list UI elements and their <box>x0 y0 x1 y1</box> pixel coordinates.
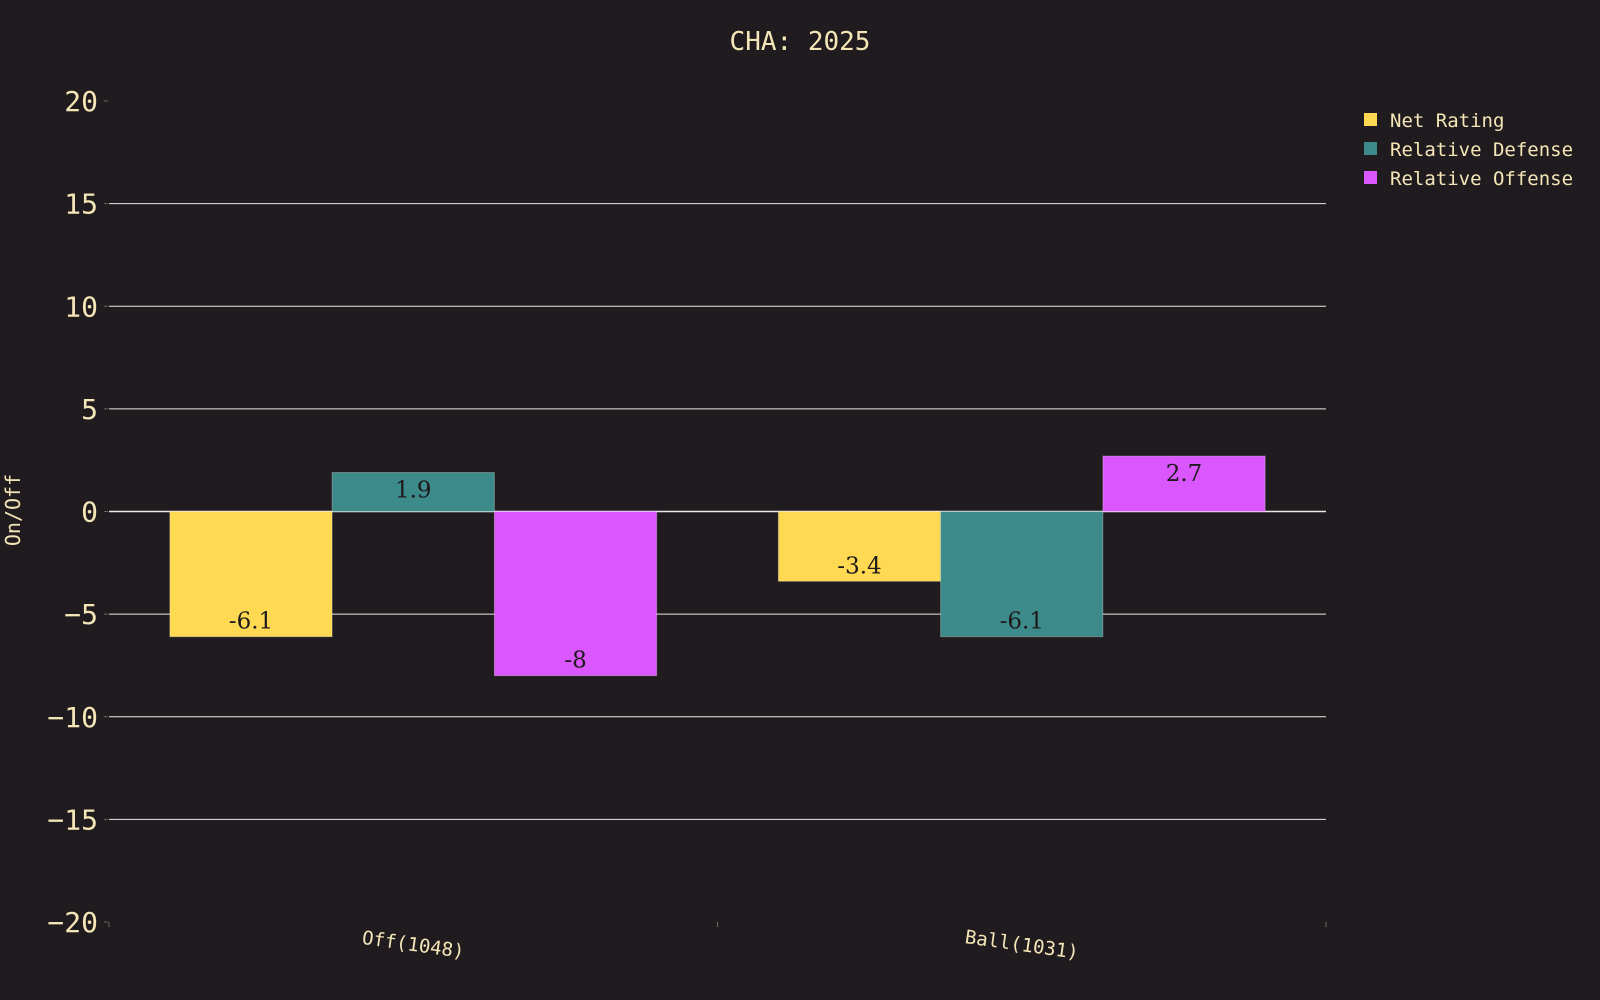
bar-label-relative-offense-off-1048: -8 <box>564 648 586 674</box>
bars <box>169 455 1266 677</box>
chart-title: CHA: 2025 <box>730 27 871 57</box>
bar-label-net-rating-ball-1031: -3.4 <box>837 553 881 579</box>
x-axis-ticks: Off(1048) Ball(1031) <box>108 922 1327 964</box>
bar-label-relative-defense-ball-1031: -6.1 <box>1000 609 1044 635</box>
legend-label-net-rating: Net Rating <box>1390 110 1504 132</box>
bar-relative-defense-ball-1031 <box>940 511 1104 638</box>
legend-label-relative-offense: Relative Offense <box>1390 168 1573 190</box>
y-tick-label-15: 15 <box>64 188 98 221</box>
bar-relative-defense-off-1048 <box>331 472 495 513</box>
y-tick-label-10: −10 <box>47 701 98 734</box>
y-axis-ticks: 20 15 10 5 0 −5 −10 −15 −20 <box>47 85 108 939</box>
bar-label-relative-offense-ball-1031: 2.7 <box>1166 461 1203 487</box>
y-tick-label-20: −20 <box>47 906 98 939</box>
y-tick-label-0: 0 <box>81 496 98 529</box>
x-tick-label-ball-1031: Ball(1031) <box>964 926 1080 964</box>
legend-swatch-relative-defense <box>1364 142 1377 155</box>
y-axis-label: On/Off <box>1 474 25 546</box>
bar-relative-offense-off-1048 <box>493 511 658 677</box>
legend-swatch-net-rating <box>1364 113 1377 126</box>
legend: Net Rating Relative Defense Relative Offen… <box>1364 110 1573 190</box>
y-tick-label-5: 5 <box>81 393 98 426</box>
x-tick-label-off-1048: Off(1048) <box>361 927 466 963</box>
y-tick-label-10: 10 <box>64 290 98 323</box>
bar-label-net-rating-off-1048: -6.1 <box>229 609 273 635</box>
y-tick-label-20: 20 <box>64 85 98 118</box>
bar-net-rating-off-1048 <box>169 511 333 638</box>
y-tick-label-5: −5 <box>64 598 98 631</box>
bar-value-labels: -6.1 1.9 -8 -3.4 -6.1 2.7 <box>229 461 1203 674</box>
bar-net-rating-ball-1031 <box>777 511 942 582</box>
y-tick-label-15: −15 <box>47 803 98 836</box>
legend-swatch-relative-offense <box>1364 171 1377 184</box>
bar-label-relative-defense-off-1048: 1.9 <box>395 478 432 504</box>
legend-label-relative-defense: Relative Defense <box>1390 139 1573 161</box>
bar-relative-offense-ball-1031 <box>1102 455 1266 512</box>
